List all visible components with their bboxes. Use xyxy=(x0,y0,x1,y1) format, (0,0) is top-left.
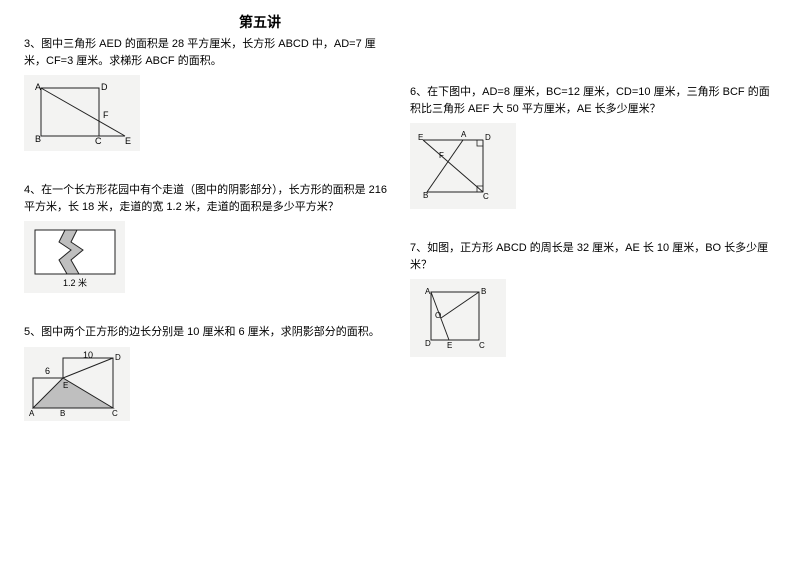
label-f: F xyxy=(439,151,444,160)
label-e: E xyxy=(63,381,68,390)
label-c: C xyxy=(112,409,118,418)
problem-4-figure: 1.2 米 xyxy=(24,221,125,293)
label-a: A xyxy=(461,130,467,139)
label-c: C xyxy=(479,341,485,350)
right-column: 6、在下图中，AD=8 厘米，BC=12 厘米，CD=10 厘米，三角形 BCF… xyxy=(410,36,776,452)
label-b: B xyxy=(423,191,428,200)
label-c: C xyxy=(95,136,102,146)
problem-5: 5、图中两个正方形的边长分别是 10 厘米和 6 厘米，求阴影部分的面积。 6 … xyxy=(24,324,390,424)
problem-3: 3、图中三角形 AED 的面积是 28 平方厘米，长方形 ABCD 中，AD=7… xyxy=(24,36,390,154)
problem-3-text: 3、图中三角形 AED 的面积是 28 平方厘米，长方形 ABCD 中，AD=7… xyxy=(24,36,390,69)
label-d: D xyxy=(425,339,431,348)
label-b: B xyxy=(481,287,486,296)
label-d: D xyxy=(485,133,491,142)
fig5-l1: 6 xyxy=(45,366,50,376)
problem-6-figure: E A D B C F xyxy=(410,123,516,209)
problem-4: 4、在一个长方形花园中有个走道（图中的阴影部分），长方形的面积是 216 平方米… xyxy=(24,182,390,296)
label-d: D xyxy=(115,353,121,362)
label-e: E xyxy=(125,136,131,146)
fig5-l2: 10 xyxy=(83,350,93,360)
label-f: F xyxy=(103,110,109,120)
problem-7-text: 7、如图，正方形 ABCD 的周长是 32 厘米，AE 长 10 厘米，BO 长… xyxy=(410,240,776,273)
label-e: E xyxy=(447,341,452,350)
label-d: D xyxy=(101,82,108,92)
page-title: 第五讲 xyxy=(0,12,776,32)
label-o: O xyxy=(435,311,441,320)
problem-3-figure: A D B C E F xyxy=(24,75,140,151)
label-a: A xyxy=(29,409,35,418)
problem-5-text: 5、图中两个正方形的边长分别是 10 厘米和 6 厘米，求阴影部分的面积。 xyxy=(24,324,390,341)
label-a: A xyxy=(425,287,431,296)
label-a: A xyxy=(35,82,41,92)
label-c: C xyxy=(483,192,489,201)
problem-7: 7、如图，正方形 ABCD 的周长是 32 厘米，AE 长 10 厘米，BO 长… xyxy=(410,240,776,360)
left-column: 3、图中三角形 AED 的面积是 28 平方厘米，长方形 ABCD 中，AD=7… xyxy=(24,36,390,452)
label-b: B xyxy=(35,134,41,144)
problem-7-figure: A B D C E O xyxy=(410,279,506,357)
label-b: B xyxy=(60,409,65,418)
label-e: E xyxy=(418,133,423,142)
problem-5-figure: 6 10 A B C D E xyxy=(24,347,130,421)
fig4-label: 1.2 米 xyxy=(63,277,87,288)
problem-6: 6、在下图中，AD=8 厘米，BC=12 厘米，CD=10 厘米，三角形 BCF… xyxy=(410,84,776,212)
content-columns: 3、图中三角形 AED 的面积是 28 平方厘米，长方形 ABCD 中，AD=7… xyxy=(24,36,776,452)
problem-4-text: 4、在一个长方形花园中有个走道（图中的阴影部分），长方形的面积是 216 平方米… xyxy=(24,182,390,215)
problem-6-text: 6、在下图中，AD=8 厘米，BC=12 厘米，CD=10 厘米，三角形 BCF… xyxy=(410,84,776,117)
